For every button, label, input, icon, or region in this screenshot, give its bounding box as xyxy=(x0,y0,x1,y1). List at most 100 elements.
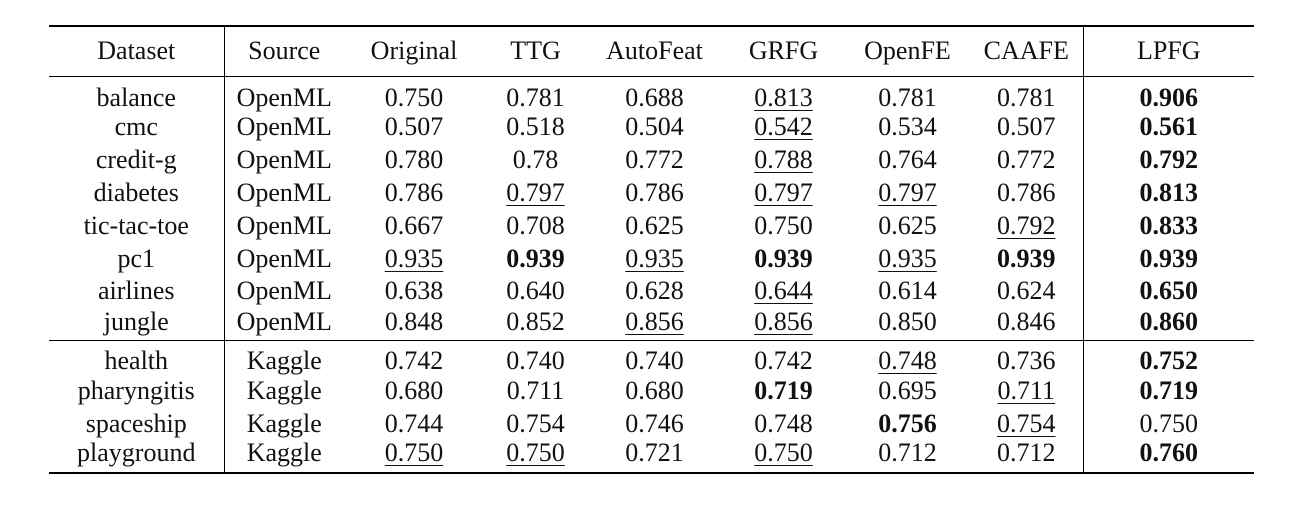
cell-grfg: 0.813 xyxy=(722,76,845,111)
score-value: 0.764 xyxy=(878,144,937,174)
cell-source: Kaggle xyxy=(246,375,322,405)
cell-original: 0.780 xyxy=(344,143,484,176)
cell-source: Kaggle xyxy=(246,438,322,468)
cell-dataset: pharyngitis xyxy=(49,374,225,408)
results-table: Dataset Source Original TTG AutoFeat GRF… xyxy=(49,25,1254,474)
score-value: 0.754 xyxy=(997,408,1056,438)
score-value: 0.797 xyxy=(878,177,937,207)
cell-source: OpenML xyxy=(236,243,332,273)
score-value: 0.748 xyxy=(878,346,937,376)
cell-dataset: balance xyxy=(49,76,225,111)
cell-autofeat: 0.680 xyxy=(587,374,722,407)
cell-dataset: playground xyxy=(49,440,225,473)
score-value: 0.813 xyxy=(754,82,813,112)
score-value: 0.667 xyxy=(384,210,444,240)
cell-autofeat: 0.786 xyxy=(587,176,722,209)
cell-original: 0.786 xyxy=(344,176,484,209)
cell-lpfg: 0.939 xyxy=(1083,242,1254,275)
score-value: 0.750 xyxy=(754,438,813,468)
score-value: 0.906 xyxy=(1139,82,1199,112)
header-ttg: TTG xyxy=(510,36,561,66)
score-value: 0.750 xyxy=(506,438,565,468)
cell-source: OpenML xyxy=(236,306,332,336)
score-value: 0.856 xyxy=(625,306,684,336)
score-value: 0.711 xyxy=(997,375,1056,405)
cell-autofeat: 0.504 xyxy=(587,111,722,144)
score-value: 0.625 xyxy=(625,210,684,240)
cell-original: 0.742 xyxy=(344,341,484,375)
cell-ttg: 0.750 xyxy=(484,440,587,473)
score-value: 0.688 xyxy=(625,82,684,112)
score-value: 0.772 xyxy=(997,144,1056,174)
cell-openfe: 0.850 xyxy=(845,308,970,341)
header-lpfg: LPFG xyxy=(1136,36,1201,66)
score-value: 0.781 xyxy=(878,82,937,112)
score-value: 0.939 xyxy=(1139,243,1199,273)
cell-source: OpenML xyxy=(236,82,332,112)
cell-source: OpenML xyxy=(236,276,332,306)
score-value: 0.786 xyxy=(384,177,444,207)
cell-dataset: diabetes xyxy=(49,176,225,210)
cell-caafe: 0.772 xyxy=(970,143,1084,177)
score-value: 0.750 xyxy=(754,210,813,240)
cell-autofeat: 0.688 xyxy=(587,76,722,111)
cell-ttg: 0.740 xyxy=(484,341,587,375)
score-value: 0.721 xyxy=(625,438,684,468)
score-value: 0.792 xyxy=(1139,144,1199,174)
score-value: 0.813 xyxy=(1139,177,1199,207)
cell-autofeat: 0.625 xyxy=(587,209,722,242)
score-value: 0.752 xyxy=(1139,346,1199,376)
score-value: 0.561 xyxy=(1139,111,1199,141)
table-row: credit-g OpenML 0.780 0.78 0.772 0.788 0.764 0.… xyxy=(49,143,1254,177)
cell-lpfg: 0.813 xyxy=(1083,176,1254,209)
score-value: 0.833 xyxy=(1139,210,1199,240)
cell-grfg: 0.742 xyxy=(722,341,845,375)
score-value: 0.786 xyxy=(625,177,684,207)
cell-ttg: 0.852 xyxy=(484,308,587,341)
score-value: 0.640 xyxy=(506,276,565,306)
table-row: tic-tac-toe OpenML 0.667 0.708 0.625 0.750 0.6… xyxy=(49,209,1254,243)
score-value: 0.644 xyxy=(754,276,813,306)
score-value: 0.792 xyxy=(997,210,1056,240)
score-value: 0.742 xyxy=(754,346,813,376)
header-original: Original xyxy=(370,36,458,66)
cell-lpfg: 0.750 xyxy=(1083,407,1254,440)
cell-caafe: 0.711 xyxy=(970,374,1084,408)
cell-grfg: 0.750 xyxy=(722,440,845,473)
cell-grfg: 0.939 xyxy=(722,242,845,275)
score-value: 0.712 xyxy=(878,438,937,468)
score-value: 0.518 xyxy=(506,111,565,141)
cell-autofeat: 0.740 xyxy=(587,341,722,375)
table-row: balance OpenML 0.750 0.781 0.688 0.813 0.781 0.… xyxy=(49,76,1254,111)
cell-ttg: 0.711 xyxy=(484,374,587,407)
cell-autofeat: 0.935 xyxy=(587,242,722,275)
score-value: 0.740 xyxy=(625,346,684,376)
score-value: 0.507 xyxy=(997,111,1056,141)
score-value: 0.860 xyxy=(1139,306,1199,336)
score-value: 0.695 xyxy=(878,375,937,405)
cell-source: OpenML xyxy=(236,144,332,174)
cell-caafe: 0.792 xyxy=(970,209,1084,243)
cell-openfe: 0.756 xyxy=(845,407,970,440)
cell-source: Kaggle xyxy=(246,408,322,438)
cell-openfe: 0.614 xyxy=(845,275,970,308)
cell-grfg: 0.856 xyxy=(722,308,845,341)
score-value: 0.939 xyxy=(997,243,1056,273)
score-value: 0.708 xyxy=(506,210,565,240)
kaggle-group: health Kaggle 0.742 0.740 0.740 0.742 0.748 0.7… xyxy=(49,340,1254,473)
score-value: 0.935 xyxy=(878,243,937,273)
cell-ttg: 0.518 xyxy=(484,111,587,144)
cell-ttg: 0.797 xyxy=(484,176,587,209)
cell-source: OpenML xyxy=(236,177,332,207)
cell-dataset: jungle xyxy=(49,307,225,341)
score-value: 0.719 xyxy=(1139,375,1199,405)
cell-caafe: 0.939 xyxy=(970,242,1084,275)
cell-autofeat: 0.856 xyxy=(587,308,722,341)
cell-caafe: 0.754 xyxy=(970,407,1084,441)
cell-original: 0.750 xyxy=(344,440,484,473)
cell-dataset: cmc xyxy=(49,110,225,144)
cell-ttg: 0.708 xyxy=(484,209,587,242)
cell-openfe: 0.764 xyxy=(845,143,970,176)
score-value: 0.848 xyxy=(384,306,444,336)
